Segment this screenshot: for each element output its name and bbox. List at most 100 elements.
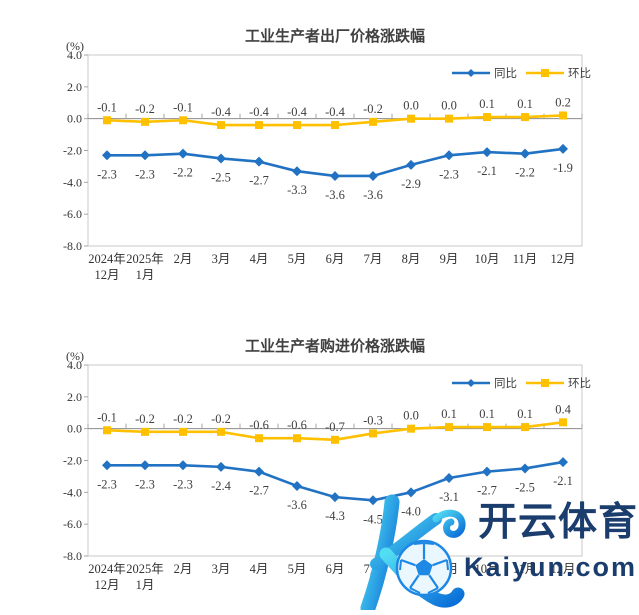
x-axis-label: 10月: [474, 252, 499, 266]
legend-label-tongbi: 同比: [494, 67, 517, 80]
data-label-tongbi: -2.7: [249, 484, 269, 498]
marker-square-icon: [293, 121, 301, 130]
chart-section-purchase-prices: 工业生产者购进价格涨跌幅 (%) 4.0 2.0 0.0 -2.0 -4.0 -6.0 -8…: [0, 330, 639, 615]
y-axis-unit-label: (%): [66, 39, 84, 53]
marker-square-icon: [521, 113, 529, 122]
watermark-brand-name: 开云体育: [478, 501, 639, 544]
marker-diamond-icon: [330, 170, 340, 181]
data-label-tongbi: -2.3: [97, 167, 117, 181]
marker-diamond-icon: [482, 466, 492, 477]
marker-diamond-icon: [330, 492, 340, 503]
y-axis-tick-label: -2.0: [63, 144, 82, 158]
data-label-huanbi: -0.4: [249, 105, 270, 119]
legend-marker-square-icon: [541, 379, 549, 387]
data-label-huanbi: -0.4: [211, 105, 232, 119]
x-axis-label: 2024年: [88, 562, 126, 576]
x-axis-label: 12月: [94, 268, 119, 282]
marker-diamond-icon: [406, 159, 416, 170]
data-label-tongbi: -4.5: [363, 512, 383, 526]
x-axis-label: 11月: [513, 252, 538, 266]
marker-diamond-icon: [140, 460, 150, 471]
x-axis-label: 4月: [250, 252, 269, 266]
chart-title: 工业生产者出厂价格涨跌幅: [245, 27, 425, 45]
marker-square-icon: [141, 427, 149, 436]
data-label-tongbi: -2.1: [477, 164, 497, 178]
data-label-tongbi: -3.6: [287, 498, 307, 512]
marker-square-icon: [255, 434, 263, 443]
data-label-tongbi: -2.4: [211, 479, 232, 493]
line-chart-factory-prices: 工业生产者出厂价格涨跌幅 (%) 4.0 2.0 0.0 -2.0 -4.0 -6.0 -8…: [63, 27, 591, 282]
marker-diamond-icon: [102, 460, 112, 471]
x-axis-label: 1月: [136, 268, 155, 282]
data-label-tongbi: -2.2: [173, 166, 193, 180]
data-label-huanbi: -0.3: [363, 413, 383, 427]
data-label-tongbi: -2.5: [211, 170, 231, 184]
marker-square-icon: [331, 435, 339, 444]
marker-diamond-icon: [558, 143, 568, 154]
marker-diamond-icon: [368, 170, 378, 181]
data-label-huanbi: -0.6: [287, 418, 307, 432]
y-axis-tick-label: 0.0: [67, 422, 82, 436]
x-axis-label: 2025年: [126, 252, 164, 266]
marker-square-icon: [217, 427, 225, 436]
legend-label-huanbi: 环比: [568, 377, 591, 390]
data-label-huanbi: -0.2: [173, 412, 193, 426]
marker-diamond-icon: [102, 150, 112, 161]
data-label-huanbi: 0.2: [555, 95, 571, 109]
data-label-huanbi: 0.1: [517, 97, 533, 111]
legend-label-huanbi: 环比: [568, 67, 591, 80]
marker-diamond-icon: [368, 495, 378, 506]
data-label-tongbi: -2.7: [249, 174, 269, 188]
marker-diamond-icon: [178, 460, 188, 471]
y-axis-tick-label: -2.0: [63, 454, 82, 468]
soccer-ball-icon: [395, 539, 453, 597]
y-axis-tick-label: 0.0: [67, 112, 82, 126]
data-label-tongbi: -3.6: [325, 188, 345, 202]
chart-section-factory-prices: 工业生产者出厂价格涨跌幅 (%) 4.0 2.0 0.0 -2.0 -4.0 -6.0 -8…: [0, 20, 639, 305]
marker-square-icon: [559, 111, 567, 120]
y-axis-tick-label: 4.0: [67, 48, 82, 62]
y-axis-tick-label: 2.0: [67, 80, 82, 94]
marker-square-icon: [179, 116, 187, 125]
x-axis-label: 12月: [550, 252, 575, 266]
x-axis-label: 3月: [212, 562, 231, 576]
data-label-huanbi: -0.4: [325, 105, 346, 119]
x-axis-label: 8月: [402, 252, 421, 266]
y-axis-tick-label: -8.0: [63, 239, 82, 253]
data-label-tongbi: -2.2: [515, 166, 535, 180]
x-axis-label: 9月: [440, 252, 459, 266]
marker-square-icon: [293, 434, 301, 443]
data-label-huanbi: -0.1: [97, 100, 117, 114]
x-axis-label: 5月: [288, 562, 307, 576]
marker-square-icon: [103, 116, 111, 125]
x-axis-label: 2024年: [88, 252, 126, 266]
data-label-huanbi: 0.0: [403, 409, 419, 423]
marker-diamond-icon: [292, 166, 302, 177]
legend-marker-square-icon: [541, 69, 549, 77]
data-label-tongbi: -2.5: [515, 480, 535, 494]
data-label-tongbi: -1.9: [553, 161, 573, 175]
x-axis-label: 4月: [250, 562, 269, 576]
data-label-tongbi: -2.3: [439, 167, 459, 181]
x-axis-label: 2月: [174, 562, 193, 576]
y-axis-tick-label: -4.0: [63, 175, 82, 189]
marker-diamond-icon: [406, 487, 416, 498]
marker-diamond-icon: [520, 463, 530, 474]
data-label-tongbi: -2.3: [97, 477, 117, 491]
data-label-tongbi: -4.3: [325, 509, 345, 523]
y-axis-tick-label: 4.0: [67, 358, 82, 372]
marker-diamond-icon: [254, 156, 264, 167]
marker-square-icon: [559, 418, 567, 427]
marker-diamond-icon: [254, 466, 264, 477]
y-axis-tick-label: 2.0: [67, 390, 82, 404]
marker-diamond-icon: [482, 147, 492, 158]
data-label-tongbi: -3.1: [439, 490, 459, 504]
data-label-huanbi: -0.2: [211, 412, 231, 426]
marker-square-icon: [407, 114, 415, 123]
data-label-huanbi: -0.7: [325, 420, 345, 434]
x-axis-label: 2025年: [126, 562, 164, 576]
marker-diamond-icon: [444, 150, 454, 161]
x-axis-label: 2月: [174, 252, 193, 266]
data-label-huanbi: -0.6: [249, 418, 269, 432]
marker-square-icon: [369, 429, 377, 438]
